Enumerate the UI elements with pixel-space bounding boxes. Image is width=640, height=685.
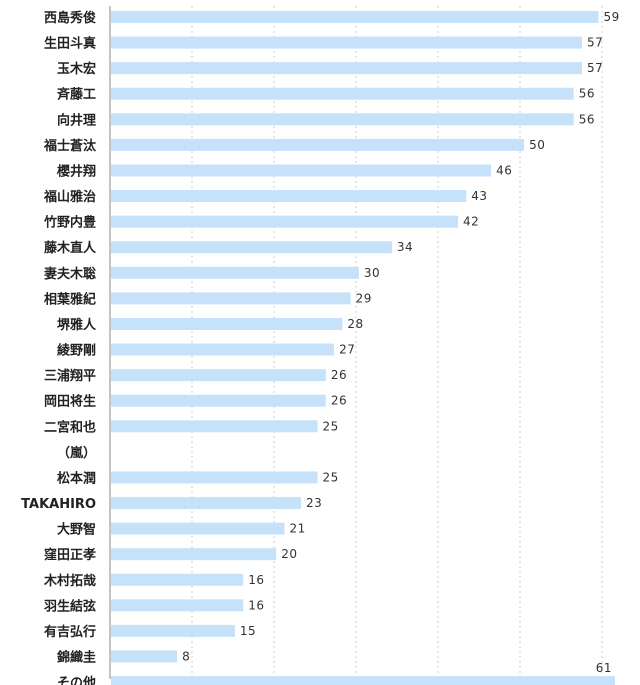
value-label: 26: [331, 394, 347, 408]
bar: [111, 113, 574, 126]
bar: [111, 676, 615, 685]
category-label: 斉藤工: [57, 87, 96, 103]
category-label: その他: [57, 675, 96, 685]
bar: [111, 190, 467, 203]
bar: [111, 164, 492, 177]
bar: [111, 573, 244, 586]
category-label: 三浦翔平: [44, 368, 96, 384]
category-label: 生田斗真: [44, 36, 96, 52]
bar: [111, 87, 574, 100]
category-label: 窪田正孝: [44, 547, 96, 563]
category-label: 大野智: [57, 522, 96, 538]
value-label: 34: [397, 240, 413, 254]
category-label: 向井理: [57, 112, 96, 128]
bar: [111, 11, 599, 23]
value-label: 25: [323, 470, 339, 484]
category-label: 西島秀俊: [44, 10, 96, 26]
category-label: 綾野剛: [57, 343, 96, 359]
category-label: 藤木直人: [44, 240, 97, 256]
value-label: 59: [603, 10, 619, 24]
bar: [111, 266, 359, 279]
value-label: 43: [471, 189, 487, 203]
category-label: 櫻井翔: [56, 163, 96, 179]
category-label: 有吉弘行: [44, 624, 96, 640]
category-label: 福士蒼汰: [43, 138, 97, 154]
value-label: 27: [339, 343, 355, 357]
value-label: 16: [248, 598, 264, 612]
bar: [111, 420, 318, 433]
bar: [111, 138, 525, 151]
bar: [111, 471, 318, 484]
value-label: 42: [463, 215, 479, 229]
category-label: 福山雅治: [43, 189, 96, 205]
category-label: 竹野内豊: [43, 215, 96, 231]
bar: [111, 369, 326, 382]
value-label: 16: [248, 573, 264, 587]
value-label: 20: [281, 547, 297, 561]
category-label: 妻夫木聡: [44, 266, 96, 282]
category-label: 松本潤: [57, 470, 96, 486]
labels: 西島秀俊生田斗真玉木宏斉藤工向井理福士蒼汰櫻井翔福山雅治竹野内豊藤木直人妻夫木聡…: [21, 10, 619, 685]
value-label: 56: [579, 87, 595, 101]
value-label: 8: [182, 650, 190, 664]
bar: [111, 624, 235, 637]
value-label: 61: [596, 661, 612, 675]
value-label: 15: [240, 624, 256, 638]
bar: [111, 497, 302, 510]
bar: [111, 650, 178, 663]
value-label: 57: [587, 61, 603, 75]
category-label: 錦織圭: [57, 650, 96, 666]
bar: [111, 317, 343, 330]
value-label: 46: [496, 163, 512, 177]
category-label: 羽生結弦: [44, 598, 96, 614]
value-label: 23: [306, 496, 322, 510]
bar: [111, 292, 351, 305]
bar: [111, 215, 459, 228]
value-label: 21: [290, 522, 306, 536]
bar: [111, 394, 326, 407]
category-label: 二宮和也: [44, 419, 96, 435]
value-label: 28: [347, 317, 363, 331]
value-label: 50: [529, 138, 545, 152]
bar: [111, 522, 285, 535]
category-label: 岡田将生: [44, 394, 96, 410]
bar: [111, 548, 277, 561]
value-label: 25: [323, 419, 339, 433]
value-label: 56: [579, 112, 595, 126]
bar: [111, 62, 582, 75]
value-label: 30: [364, 266, 380, 280]
bar: [111, 343, 335, 356]
grid-lines: [191, 6, 603, 679]
value-label: 29: [356, 291, 372, 305]
bar: [111, 599, 244, 612]
bars: [111, 11, 615, 685]
bar: [111, 241, 392, 254]
value-label: 26: [331, 368, 347, 382]
category-label: （嵐）: [57, 445, 96, 461]
category-label: 相葉雅紀: [44, 291, 96, 307]
value-label: 57: [587, 36, 603, 50]
category-label: 玉木宏: [57, 61, 96, 77]
bar: [111, 36, 582, 49]
category-label: TAKAHIRO: [21, 497, 96, 512]
category-label: 木村拓哉: [43, 573, 96, 589]
category-label: 堺雅人: [57, 317, 97, 333]
